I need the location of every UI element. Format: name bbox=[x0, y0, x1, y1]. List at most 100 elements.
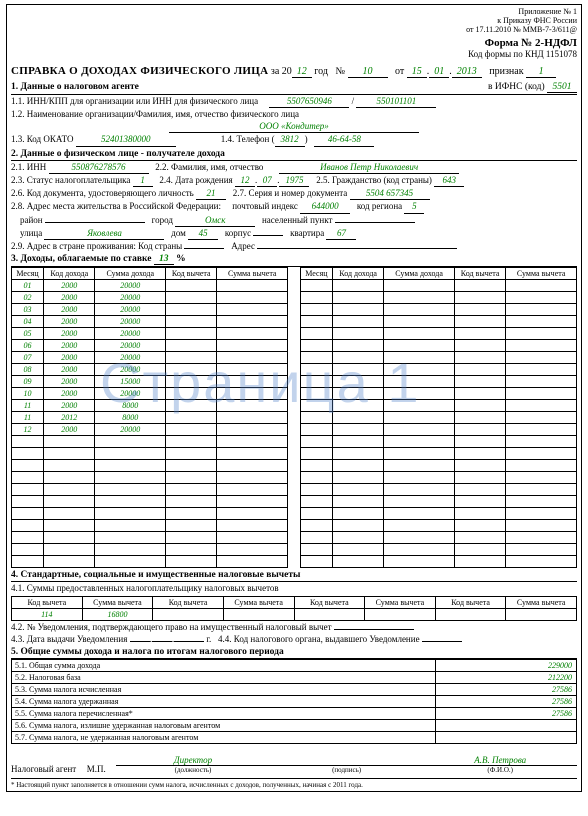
col-month-l: Месяц bbox=[12, 268, 44, 280]
post-index: 644000 bbox=[300, 201, 350, 213]
tel: 46-64-58 bbox=[314, 134, 374, 146]
r44-label: 4.4. Код налогового органа, выдавшего Ув… bbox=[218, 634, 420, 644]
r25-label: 2.5. Гражданство (код страны) bbox=[316, 175, 432, 185]
country-code bbox=[184, 248, 224, 249]
date-y: 2013 bbox=[452, 66, 482, 78]
dom-val: 45 bbox=[188, 228, 218, 240]
r28-label: 2.8. Адрес места жительства в Российской… bbox=[11, 201, 221, 211]
position: Директор bbox=[174, 755, 212, 765]
doc-title: СПРАВКА О ДОХОДАХ ФИЗИЧЕСКОГО ЛИЦА bbox=[11, 65, 268, 77]
doc-number: 10 bbox=[348, 66, 388, 78]
footnote: * Настоящий пункт заполняется в отношени… bbox=[11, 778, 577, 789]
appendix-line: Приложение № 1 bbox=[11, 7, 577, 16]
col-code-ded-r: Код вычета bbox=[454, 268, 505, 280]
section-3-title: 3. Доходы, облагаемые по ставке bbox=[11, 254, 151, 264]
fio-caption: (Ф.И.О.) bbox=[423, 766, 577, 774]
deduction-table: Код вычетаСумма вычетаКод вычетаСумма вы… bbox=[11, 596, 577, 621]
priznak-value: 1 bbox=[526, 66, 556, 78]
bd-y: 1975 bbox=[279, 175, 309, 187]
rayon-label: район bbox=[20, 215, 43, 225]
r11-label: 1.1. ИНН/КПП для организации или ИНН для… bbox=[11, 96, 258, 106]
year-yy: 12 bbox=[292, 66, 312, 78]
r21-label: 2.1. ИНН bbox=[11, 162, 46, 172]
pct: % bbox=[176, 254, 186, 264]
r22-label: 2.2. Фамилия, имя, отчество bbox=[155, 162, 263, 172]
date-m: 01 bbox=[429, 66, 449, 78]
ot-label: от bbox=[395, 66, 404, 77]
form-code-label: Код формы по КНД 1151078 bbox=[468, 49, 577, 59]
god-label: год bbox=[314, 66, 328, 77]
taxpayer-status: 1 bbox=[133, 175, 153, 187]
position-caption: (должность) bbox=[116, 766, 270, 774]
col-sum-inc-l: Сумма дохода bbox=[95, 268, 166, 280]
doc-code: 21 bbox=[196, 188, 226, 200]
np-label: населенный пункт bbox=[262, 215, 332, 225]
doc-number-val: 5504 657345 bbox=[350, 188, 430, 200]
orderdate-line: от 17.11.2010 № ММВ-7-3/611@ bbox=[11, 25, 577, 34]
ul-label: улица bbox=[20, 228, 42, 238]
date-d: 15 bbox=[407, 66, 427, 78]
org-name: ООО «Кондитер» bbox=[169, 121, 419, 133]
col-code-inc-r: Код дохода bbox=[332, 268, 383, 280]
section-5-title: 5. Общие суммы дохода и налога по итогам… bbox=[11, 647, 577, 659]
col-sum-inc-r: Сумма дохода bbox=[384, 268, 455, 280]
priznak-label: признак bbox=[489, 66, 523, 77]
ul-val: Яковлева bbox=[44, 228, 164, 240]
r13-label: 1.3. Код ОКАТО bbox=[11, 134, 73, 144]
okato: 52401380000 bbox=[76, 134, 176, 146]
agent-inn: 5507650946 bbox=[269, 96, 349, 108]
regcode-label: код региона bbox=[357, 201, 402, 211]
agent-label: Налоговый агент bbox=[11, 764, 76, 774]
income-table: Месяц Код дохода Сумма дохода Код вычета… bbox=[11, 267, 577, 568]
sign-caption: (подпись) bbox=[270, 766, 424, 774]
form-number: Форма № 2-НДФЛ bbox=[485, 37, 577, 49]
korp-label: корпус bbox=[225, 228, 251, 238]
ifns-label: в ИФНС (код) bbox=[488, 82, 545, 92]
agent-kpp: 550101101 bbox=[356, 96, 436, 108]
tax-rate: 13 bbox=[154, 254, 174, 265]
col-month-r: Месяц bbox=[300, 268, 332, 280]
sig-fio: А.В. Петрова bbox=[474, 755, 526, 765]
section-2-title: 2. Данные о физическом лице - получателе… bbox=[11, 149, 577, 161]
gorod-label: город bbox=[152, 215, 173, 225]
bd-d: 12 bbox=[235, 175, 255, 187]
section-1-title: 1. Данные о налоговом агенте bbox=[11, 82, 139, 93]
foreign-addr bbox=[257, 248, 457, 249]
dom-label: дом bbox=[171, 228, 186, 238]
ifns-code: 5501 bbox=[547, 82, 577, 93]
r24-label: 2.4. Дата рождения bbox=[159, 175, 232, 185]
for-label: за 20 bbox=[271, 66, 292, 77]
col-code-ded-l: Код вычета bbox=[166, 268, 217, 280]
korp-val bbox=[253, 235, 283, 236]
notice-no bbox=[334, 629, 414, 630]
r27-label: 2.7. Серия и номер документа bbox=[233, 188, 347, 198]
col-sum-ded-l: Сумма вычета bbox=[217, 268, 288, 280]
r12-label: 1.2. Наименование организации/Фамилия, и… bbox=[11, 109, 299, 119]
col-sum-ded-r: Сумма вычета bbox=[506, 268, 577, 280]
totals-table: 5.1. Общая сумма дохода2290005.2. Налого… bbox=[11, 659, 577, 744]
np-val bbox=[335, 222, 415, 223]
tel-code: 3812 bbox=[275, 134, 305, 146]
section-4-title: 4. Стандартные, социальные и имущественн… bbox=[11, 570, 577, 582]
mp-label: М.П. bbox=[87, 764, 106, 774]
person-inn: 550876278576 bbox=[49, 162, 149, 174]
r26-label: 2.6. Код документа, удостоверяющего личн… bbox=[11, 188, 194, 198]
r43-label: 4.3. Дата выдачи Уведомления bbox=[11, 634, 127, 644]
r41-label: 4.1. Суммы предоставленных налогоплатель… bbox=[11, 583, 577, 594]
r14-label: 1.4. Телефон ( bbox=[221, 134, 275, 144]
order-line: к Приказу ФНС России bbox=[11, 16, 577, 25]
post-label: почтовый индекс bbox=[232, 201, 298, 211]
kv-val: 67 bbox=[326, 228, 356, 240]
col-code-inc-l: Код дохода bbox=[44, 268, 95, 280]
bd-m: 07 bbox=[257, 175, 277, 187]
r23-label: 2.3. Статус налогоплательщика bbox=[11, 175, 130, 185]
kv-label: квартира bbox=[290, 228, 324, 238]
no-label: № bbox=[335, 66, 345, 77]
rayon-val bbox=[45, 222, 145, 223]
r29-label: 2.9. Адрес в стране проживания: Код стра… bbox=[11, 241, 182, 251]
region-code: 5 bbox=[404, 201, 424, 213]
citizenship: 643 bbox=[434, 175, 464, 187]
r42-label: 4.2. № Уведомления, подтверждающего прав… bbox=[11, 622, 332, 632]
person-fio: Иванов Петр Николаевич bbox=[279, 162, 459, 174]
gorod-val: Омск bbox=[175, 215, 255, 227]
